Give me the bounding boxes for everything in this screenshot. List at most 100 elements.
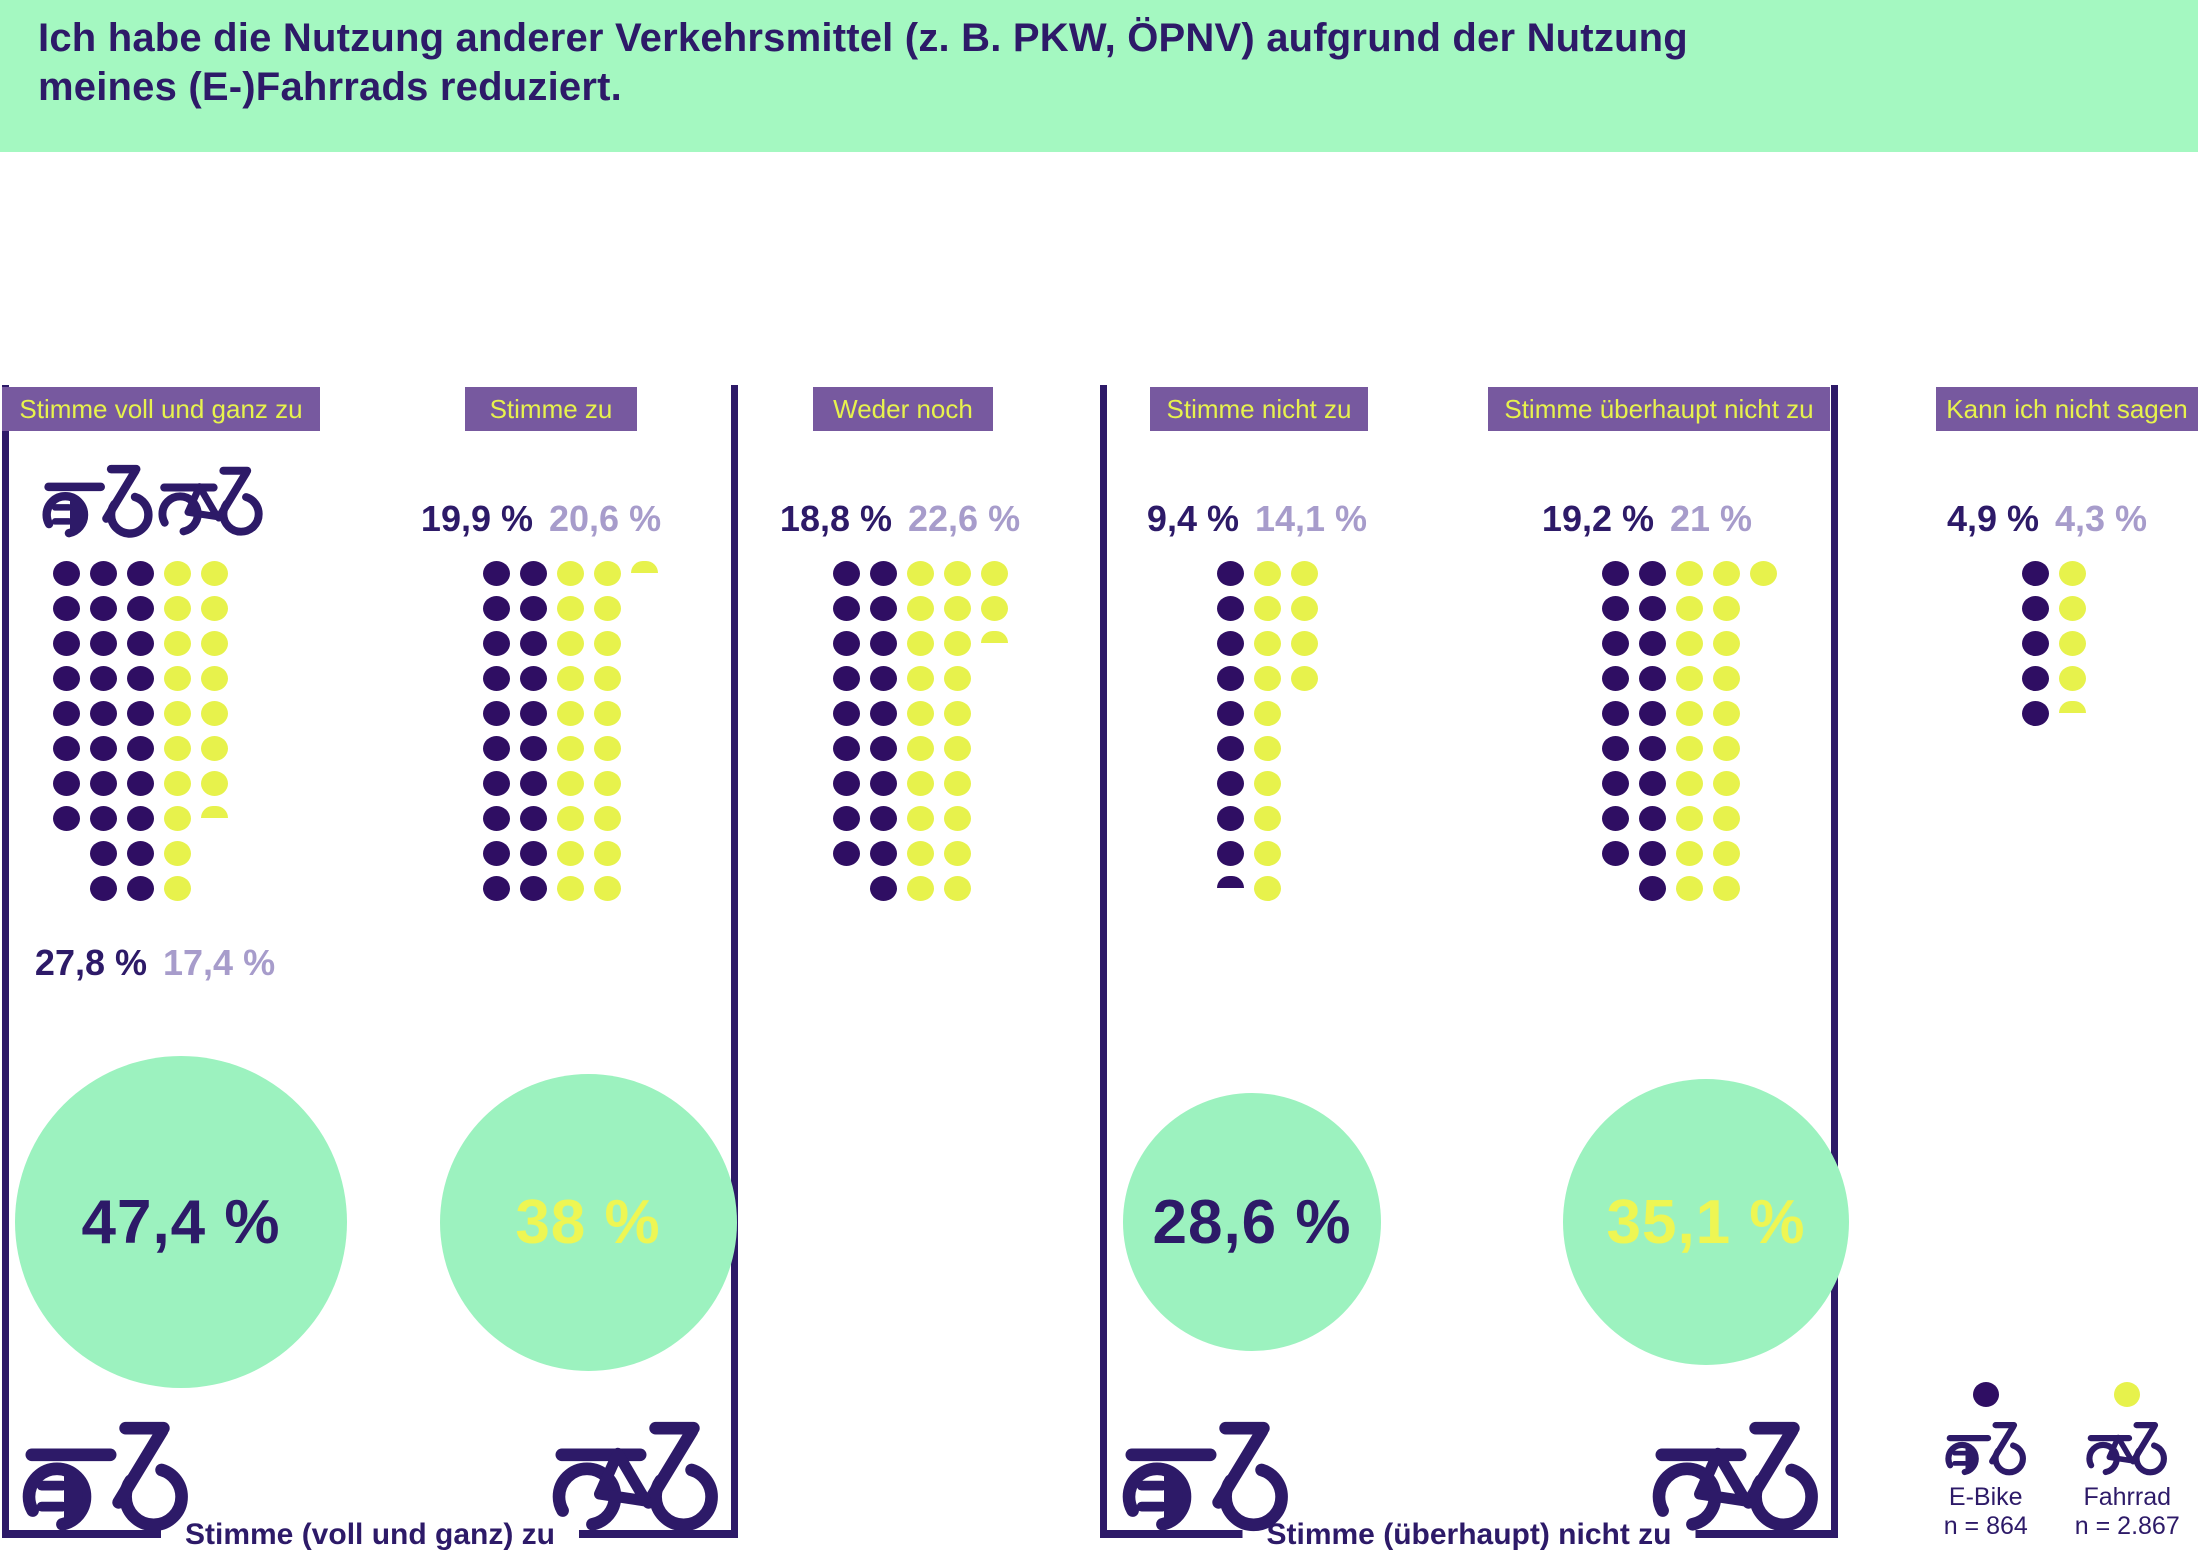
- ebike-dot: [2022, 631, 2049, 656]
- ebike-dot: [520, 876, 547, 901]
- ebike-dot: [520, 561, 547, 586]
- fahrrad-dot: [1713, 876, 1740, 901]
- fahrrad-dot: [594, 561, 621, 586]
- ebike-dot: [833, 666, 860, 691]
- legend: E-Bike n = 864 Fahrrad n = 2.867: [1915, 1382, 2198, 1541]
- ebike-dot: [127, 806, 154, 831]
- fahrrad-dot: [557, 736, 584, 761]
- ebike-icon: [1122, 1412, 1290, 1534]
- ebike-dot: [1639, 701, 1666, 726]
- ebike-pct-value: 19,9 %: [420, 498, 533, 539]
- pct-pair-stimme-zu: 19,9 % 20,6 %: [371, 498, 711, 540]
- fahrrad-dot: [1750, 561, 1777, 586]
- ebike-dot: [870, 596, 897, 621]
- ebike-dot: [1602, 771, 1629, 796]
- fahrrad-dot: [594, 736, 621, 761]
- ebike-dot: [483, 701, 510, 726]
- fahrrad-dot: [201, 771, 228, 796]
- dot-matrix-stimme-voll-zu: [48, 556, 233, 906]
- fahrrad-dot: [1676, 561, 1703, 586]
- fahrrad-dot: [164, 876, 191, 901]
- ebike-dot: [1217, 596, 1244, 621]
- ebike-dot: [2022, 666, 2049, 691]
- fahrrad-dot: [1713, 701, 1740, 726]
- fahrrad-dot: [201, 631, 228, 656]
- fahrrad-dot: [907, 841, 934, 866]
- summary-circle-value: 35,1 %: [1606, 1187, 1806, 1257]
- fahrrad-pct-value: 17,4 %: [163, 942, 276, 983]
- legend-item-ebike: E-Bike n = 864: [1915, 1382, 2057, 1541]
- fahrrad-dot: [594, 841, 621, 866]
- ebike-icon: [22, 1412, 190, 1534]
- ebike-dot: [127, 771, 154, 796]
- ebike-dot: [53, 701, 80, 726]
- fahrrad-dot: [594, 666, 621, 691]
- ebike-dot: [53, 806, 80, 831]
- fahrrad-dot: [557, 596, 584, 621]
- ebike-dot: [483, 666, 510, 691]
- ebike-dot: [870, 631, 897, 656]
- fahrrad-dot: [944, 631, 971, 656]
- ebike-pct-value: 27,8 %: [34, 942, 147, 983]
- ebike-dot: [1217, 561, 1244, 586]
- ebike-dot: [1639, 806, 1666, 831]
- fahrrad-dot: [2059, 561, 2086, 586]
- fahrrad-dot: [907, 806, 934, 831]
- ebike-pct-value: 19,2 %: [1541, 498, 1654, 539]
- bracket-disagree-label: Stimme (überhaupt) nicht zu: [1242, 1518, 1696, 1552]
- fahrrad-dot: [981, 631, 1008, 643]
- ebike-dot: [53, 666, 80, 691]
- ebike-dot: [833, 736, 860, 761]
- ebike-dot: [833, 561, 860, 586]
- fahrrad-dot: [1254, 701, 1281, 726]
- fahrrad-dot: [2059, 666, 2086, 691]
- legend-fahrrad-label: Fahrrad n = 2.867: [2075, 1483, 2180, 1541]
- ebike-dot: [127, 841, 154, 866]
- bicycle-icon: [1652, 1412, 1820, 1534]
- fahrrad-dot: [201, 666, 228, 691]
- fahrrad-dot: [907, 596, 934, 621]
- ebike-dot: [1217, 631, 1244, 656]
- legend-ebike-n: n = 864: [1943, 1511, 2028, 1540]
- category-badge-kann-ich-nicht-sagen: Kann ich nicht sagen: [1936, 387, 2198, 431]
- ebike-dot: [1217, 876, 1244, 888]
- fahrrad-dot: [1713, 841, 1740, 866]
- fahrrad-dot: [164, 561, 191, 586]
- pct-pair-stimme-ueberhaupt-nicht-zu: 19,2 % 21 %: [1477, 498, 1817, 540]
- fahrrad-dot: [1254, 876, 1281, 901]
- fahrrad-dot: [1713, 596, 1740, 621]
- ebike-dot: [1602, 666, 1629, 691]
- ebike-dot: [1602, 806, 1629, 831]
- fahrrad-dot: [1676, 631, 1703, 656]
- ebike-dot: [870, 666, 897, 691]
- legend-fahrrad-name: Fahrrad: [2083, 1483, 2172, 1511]
- ebike-dot: [1602, 561, 1629, 586]
- ebike-dot: [2022, 701, 2049, 726]
- ebike-dot: [1217, 806, 1244, 831]
- fahrrad-dot: [1676, 666, 1703, 691]
- ebike-dot: [1217, 701, 1244, 726]
- ebike-dot: [1602, 841, 1629, 866]
- ebike-dot: [833, 841, 860, 866]
- fahrrad-dot: [557, 771, 584, 796]
- fahrrad-dot: [557, 631, 584, 656]
- fahrrad-dot: [944, 596, 971, 621]
- ebike-dot: [90, 701, 117, 726]
- fahrrad-dot: [557, 666, 584, 691]
- ebike-dot: [483, 596, 510, 621]
- bracket-disagree-group: Stimme (überhaupt) nicht zu: [1100, 385, 1838, 1552]
- ebike-dot: [1217, 771, 1244, 796]
- fahrrad-dot: [981, 561, 1008, 586]
- title-banner: Ich habe die Nutzung anderer Verkehrsmit…: [0, 0, 2198, 152]
- fahrrad-dot: [1291, 666, 1318, 691]
- fahrrad-pct-value: 14,1 %: [1254, 498, 1368, 539]
- ebike-dot: [53, 736, 80, 761]
- fahrrad-dot: [201, 736, 228, 761]
- fahrrad-dot: [594, 596, 621, 621]
- dot-matrix-stimme-nicht-zu: [1212, 556, 1323, 906]
- ebike-dot: [127, 876, 154, 901]
- ebike-dot: [127, 596, 154, 621]
- bicycle-icon: [158, 458, 264, 540]
- ebike-dot: [1639, 736, 1666, 761]
